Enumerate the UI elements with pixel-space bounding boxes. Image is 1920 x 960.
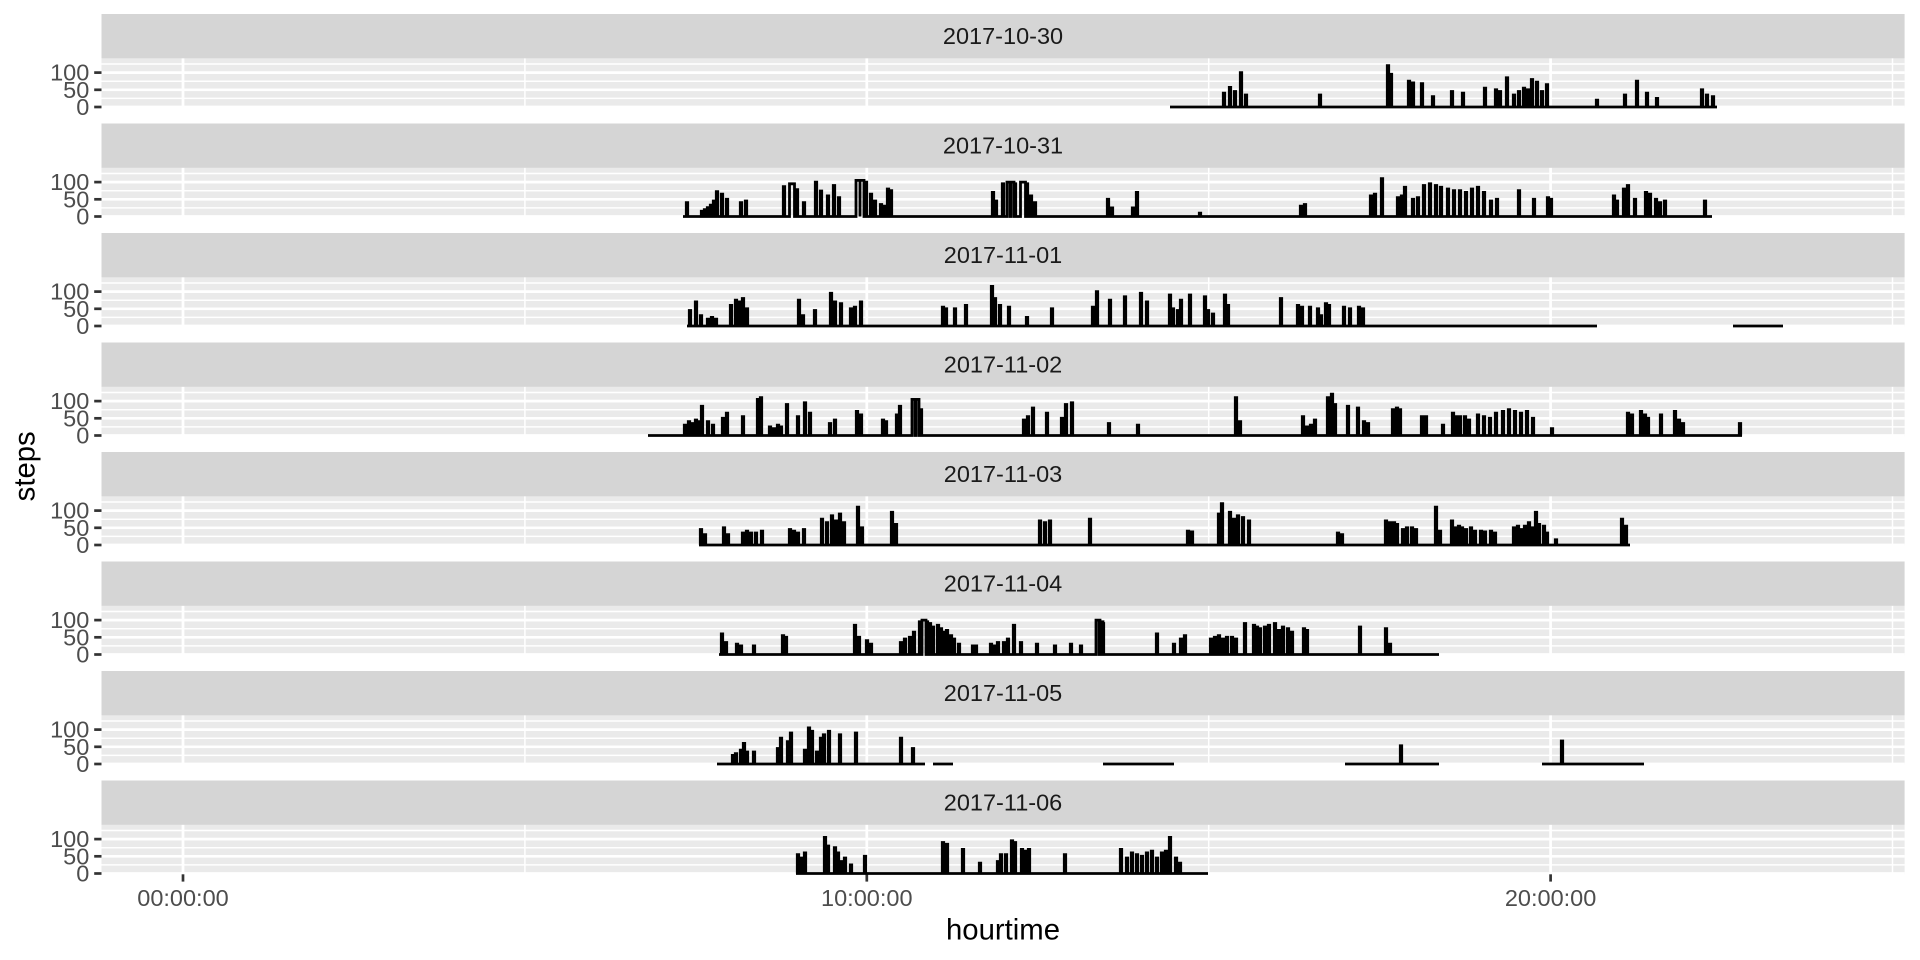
svg-text:0: 0 [76, 861, 89, 887]
svg-text:00:00:00: 00:00:00 [137, 885, 228, 911]
svg-text:0: 0 [76, 313, 89, 339]
svg-text:10:00:00: 10:00:00 [821, 885, 912, 911]
svg-text:2017-11-06: 2017-11-06 [944, 790, 1062, 816]
svg-text:2017-10-30: 2017-10-30 [943, 23, 1063, 49]
svg-text:100: 100 [50, 169, 89, 195]
svg-text:2017-11-04: 2017-11-04 [944, 571, 1062, 597]
svg-text:2017-10-31: 2017-10-31 [943, 133, 1063, 159]
svg-text:0: 0 [76, 751, 89, 777]
svg-text:50: 50 [63, 843, 89, 869]
svg-text:2017-11-01: 2017-11-01 [944, 242, 1062, 268]
svg-text:100: 100 [50, 279, 89, 305]
svg-text:100: 100 [50, 826, 89, 852]
svg-text:hourtime: hourtime [946, 914, 1060, 947]
svg-text:50: 50 [63, 296, 89, 322]
svg-text:100: 100 [50, 388, 89, 414]
svg-text:0: 0 [76, 94, 89, 120]
svg-text:100: 100 [50, 607, 89, 633]
svg-text:100: 100 [50, 60, 89, 86]
svg-text:50: 50 [63, 515, 89, 541]
svg-text:100: 100 [50, 498, 89, 524]
svg-text:50: 50 [63, 624, 89, 650]
svg-text:2017-11-05: 2017-11-05 [944, 680, 1062, 706]
svg-text:50: 50 [63, 405, 89, 431]
svg-text:0: 0 [76, 423, 89, 449]
svg-text:50: 50 [63, 734, 89, 760]
svg-text:2017-11-02: 2017-11-02 [944, 352, 1062, 378]
svg-text:0: 0 [76, 204, 89, 230]
svg-text:2017-11-03: 2017-11-03 [944, 461, 1062, 487]
svg-text:100: 100 [50, 717, 89, 743]
svg-text:0: 0 [76, 642, 89, 668]
svg-text:20:00:00: 20:00:00 [1505, 885, 1596, 911]
svg-text:50: 50 [63, 186, 89, 212]
svg-text:0: 0 [76, 532, 89, 558]
svg-text:50: 50 [63, 77, 89, 103]
svg-text:steps: steps [9, 431, 42, 501]
